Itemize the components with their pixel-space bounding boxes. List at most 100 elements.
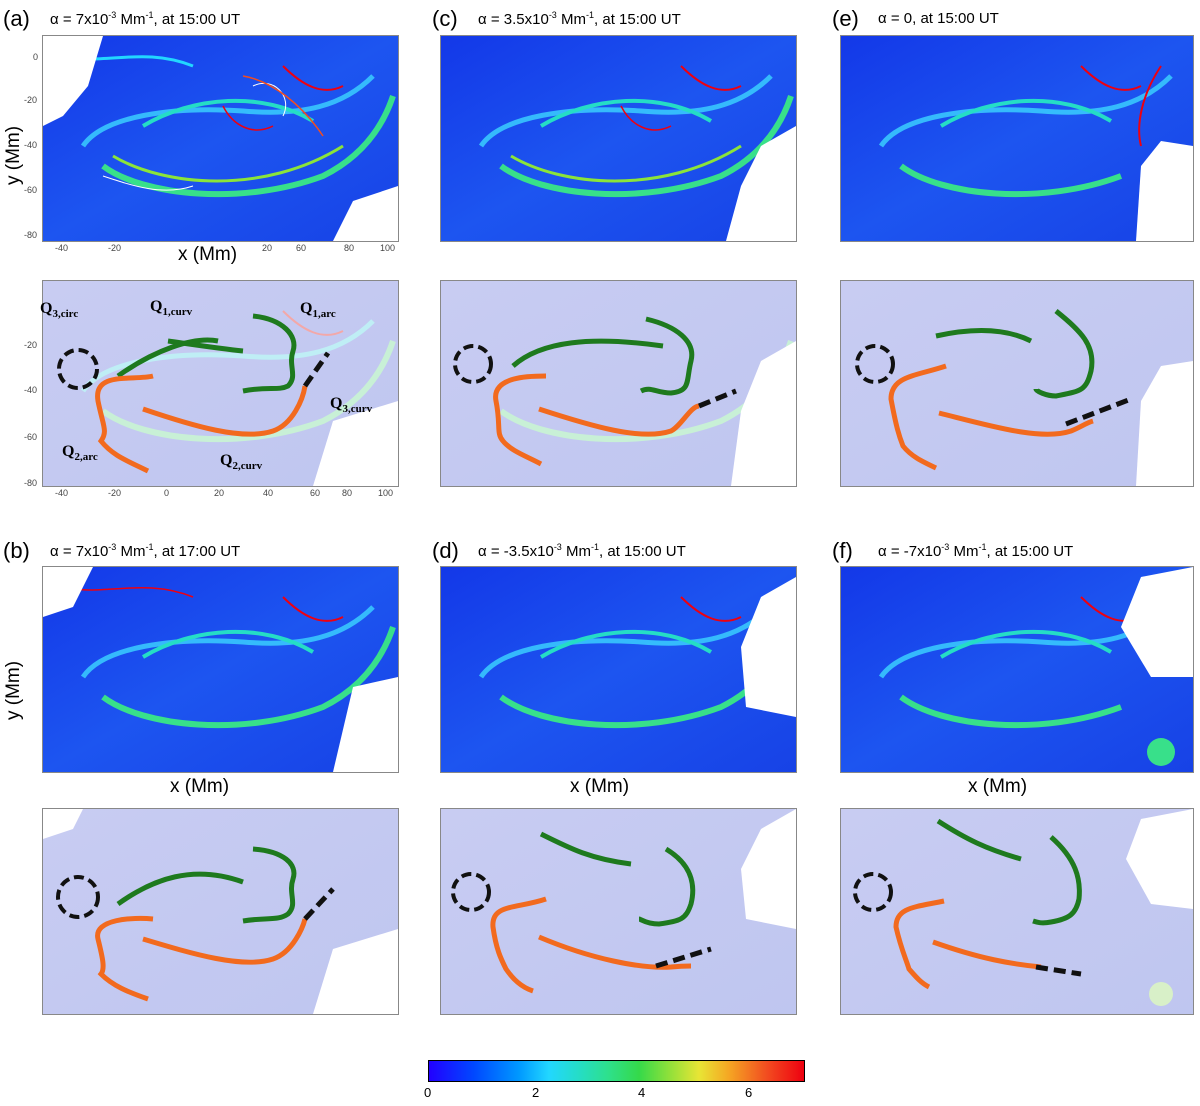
alpha-unit: Mm [116,543,146,560]
x-axis-label: x (Mm) [968,776,1028,797]
x-tick: 60 [296,243,307,253]
qmap-top-a [42,35,399,242]
time-text: , at 15:00 UT [986,543,1074,560]
y-axis-label: y (Mm) [3,125,24,185]
panel-label-b: (b) [3,538,30,563]
panel-label-a: (a) [3,6,30,31]
alpha-text: α = 0 [878,10,913,27]
q-letter: Q [300,300,313,317]
y-tick: -80 [24,230,38,240]
q-letter: Q [150,298,163,315]
x-tick: 100 [380,243,396,253]
q-subscript: 3,curv [342,403,373,416]
y-tick: -40 [24,140,38,150]
q3-circ-label: Q3,circ [40,300,78,320]
panel-label-d: (d) [432,538,459,563]
time-text: , at 15:00 UT [153,11,241,28]
x-tick: 80 [344,243,355,253]
x-tick: 20 [262,243,273,253]
x-tick: 20 [214,488,225,498]
x-tick: -40 [55,243,69,253]
qmap-bottom-b [42,808,399,1015]
colorbar-tick: 4 [638,1085,646,1100]
alpha-unit: Mm [949,543,979,560]
alpha-exponent: -3 [108,542,117,552]
qmap-bottom-d [440,808,797,1015]
x-tick: 80 [342,488,353,498]
panel-title-d: α = -3.5x10-3 Mm-1, at 15:00 UT [478,542,686,560]
q-subscript: 2,arc [74,451,98,464]
unit-exponent: -1 [586,10,595,20]
alpha-unit: Mm [556,11,586,28]
x-tick: -40 [55,488,69,498]
panel-label-f: (f) [832,538,853,563]
colorbar-tick: 0 [424,1085,432,1100]
x-tick: -20 [108,488,122,498]
qmap-top-e [840,35,1194,242]
y-tick: -80 [24,478,38,488]
q3-curv-label: Q3,curv [330,395,372,415]
x-tick: 60 [310,488,321,498]
panel-title-b: α = 7x10-3 Mm-1, at 17:00 UT [50,542,240,560]
alpha-exponent: -3 [941,542,950,552]
x-tick: -20 [108,243,122,253]
alpha-text: α = 7x10 [50,11,109,28]
q-letter: Q [220,452,233,469]
alpha-text: α = -3.5x10 [478,543,554,560]
qmap-bottom-a [42,280,399,487]
y-tick: -60 [24,185,38,195]
y-tick: -20 [24,340,38,350]
q-letter: Q [62,443,75,460]
time-text: , at 15:00 UT [594,11,681,28]
q-letter: Q [40,300,53,317]
alpha-exponent: -3 [548,10,557,20]
alpha-unit: Mm [116,11,146,28]
time-text: , at 15:00 UT [912,10,999,27]
q1-curv-label: Q1,curv [150,298,192,318]
y-tick: -60 [24,432,38,442]
qmap-top-f [840,566,1194,773]
panel-label-e: (e) [832,6,859,31]
y-tick: 0 [33,52,39,62]
x-axis-label: x (Mm) [570,776,630,797]
unit-exponent: -1 [145,542,154,552]
q1-arc-label: Q1,arc [300,300,336,320]
panel-title-e: α = 0, at 15:00 UT [878,10,999,27]
q-subscript: 1,curv [162,306,193,319]
alpha-text: α = -7x10 [878,543,942,560]
q2-arc-label: Q2,arc [62,443,98,463]
x-tick: 40 [263,488,274,498]
panel-title-f: α = -7x10-3 Mm-1, at 15:00 UT [878,542,1073,560]
colorbar-tick: 2 [532,1085,540,1100]
qmap-top-b [42,566,399,773]
alpha-unit: Mm [561,543,591,560]
qmap-bottom-f [840,808,1194,1015]
qmap-bottom-c [440,280,797,487]
unit-exponent: -1 [145,10,154,20]
colorbar [428,1060,805,1082]
y-axis-label: y (Mm) [3,660,24,720]
q-letter: Q [330,395,343,412]
qmap-bottom-e [840,280,1194,487]
panel-label-c: (c) [432,6,458,31]
y-tick: -20 [24,95,38,105]
alpha-text: α = 3.5x10 [478,11,549,28]
x-tick: 100 [378,488,394,498]
time-text: , at 17:00 UT [153,543,241,560]
panel-title-a: α = 7x10-3 Mm-1, at 15:00 UT [50,10,240,28]
x-axis-label: x (Mm) [170,776,230,797]
unit-exponent: -1 [978,542,987,552]
q-subscript: 1,arc [312,308,336,321]
colorbar-tick: 6 [745,1085,753,1100]
alpha-exponent: -3 [108,10,117,20]
qmap-top-d [440,566,797,773]
qmap-top-c [440,35,797,242]
x-tick: 0 [164,488,170,498]
y-tick: -40 [24,385,38,395]
x-axis-label: x (Mm) [178,244,238,265]
time-text: , at 15:00 UT [599,543,686,560]
q2-curv-label: Q2,curv [220,452,262,472]
alpha-exponent: -3 [553,542,562,552]
q-subscript: 3,circ [52,308,79,321]
unit-exponent: -1 [591,542,600,552]
